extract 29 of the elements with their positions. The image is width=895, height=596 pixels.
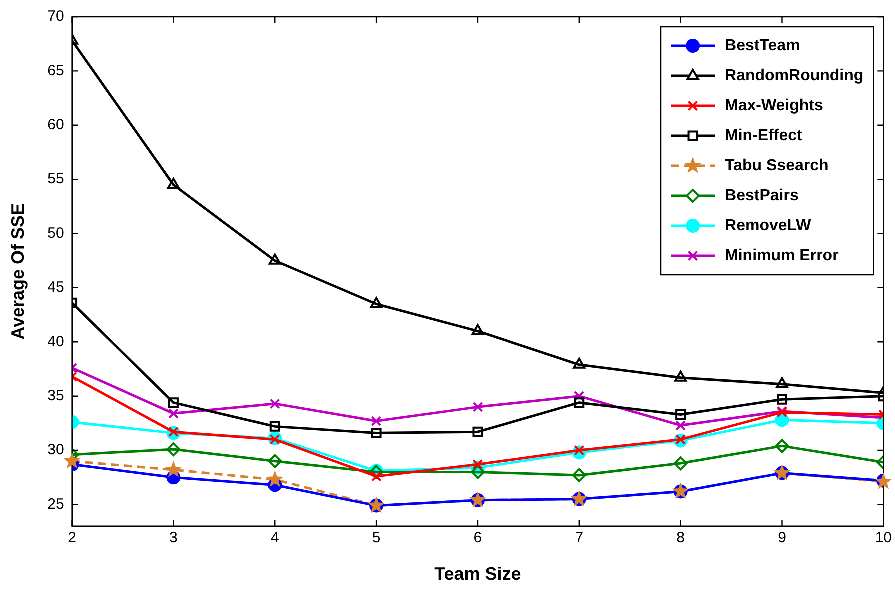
x-tick-label: 10: [875, 530, 892, 547]
legend-label: BestPairs: [725, 187, 799, 204]
y-tick-label: 55: [48, 170, 64, 188]
x-tick-label: 5: [372, 530, 381, 547]
legend-label: Max-Weights: [725, 97, 824, 114]
legend-label: RemoveLW: [725, 217, 812, 234]
x-axis-title: Team Size: [434, 564, 522, 584]
legend-label: RandomRounding: [725, 67, 864, 84]
y-tick-label: 35: [48, 387, 64, 404]
x-tick-label: 2: [68, 530, 76, 547]
x-tick-label: 8: [676, 530, 685, 547]
legend-label: Min-Effect: [725, 127, 804, 144]
x-tick-label: 6: [474, 530, 482, 547]
x-tick-label: 9: [778, 530, 786, 547]
x-tick-label: 7: [575, 530, 584, 547]
legend-label: BestTeam: [725, 37, 800, 54]
y-tick-label: 65: [48, 62, 64, 80]
x-tick-label: 4: [270, 530, 280, 547]
legend-label: Minimum Error: [725, 247, 839, 264]
y-tick-label: 25: [48, 496, 64, 513]
y-tick-label: 40: [48, 333, 64, 350]
y-tick-label: 30: [48, 442, 64, 459]
y-tick-label: 50: [48, 224, 64, 242]
y-axis-title: Average Of SSE: [8, 204, 28, 340]
y-tick-label: 60: [48, 116, 64, 134]
legend-label: Tabu Ssearch: [725, 157, 829, 174]
y-tick-label: 70: [48, 8, 64, 26]
y-tick-label: 45: [48, 279, 64, 296]
x-tick-label: 3: [170, 530, 178, 547]
